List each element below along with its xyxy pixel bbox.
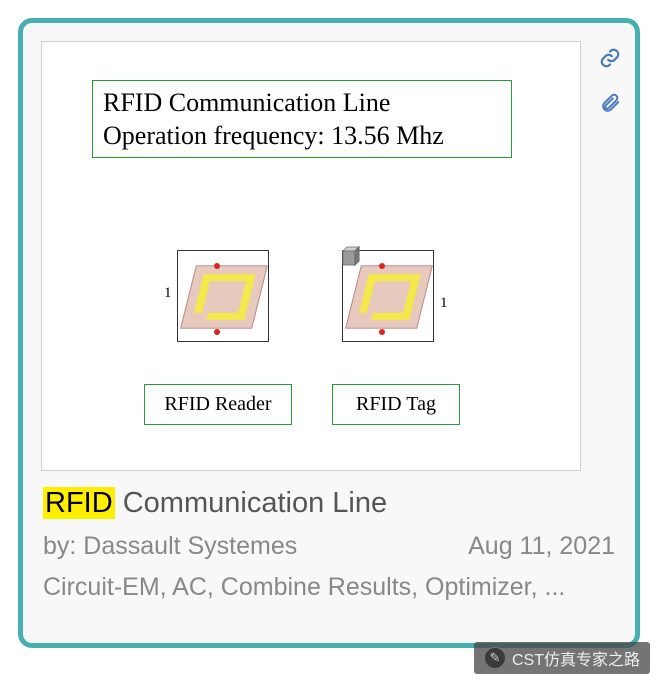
card-tags: Circuit-EM, AC, Combine Results, Optimiz… — [43, 573, 615, 602]
watermark-text: CST仿真专家之路 — [512, 646, 640, 670]
tag-node-bottom — [379, 329, 385, 335]
tag-device — [342, 250, 434, 342]
reader-device — [177, 250, 269, 342]
preview-title-box: RFID Communication Line Operation freque… — [92, 80, 512, 158]
reader-node-bottom — [214, 329, 220, 335]
card-date: Aug 11, 2021 — [468, 532, 615, 561]
tag-node-top — [379, 263, 385, 269]
preview-thumbnail: RFID Communication Line Operation freque… — [41, 41, 581, 471]
paperclip-icon[interactable] — [599, 92, 621, 119]
tag-caption: RFID Tag — [332, 384, 460, 425]
preview-title-line1: RFID Communication Line — [103, 87, 501, 120]
card-title-highlight: RFID — [43, 487, 115, 519]
card-title-rest: Communication Line — [115, 487, 387, 519]
wechat-icon: ✎ — [484, 647, 506, 669]
link-icon[interactable] — [599, 47, 621, 74]
wechat-watermark: ✎ CST仿真专家之路 — [474, 642, 650, 674]
reader-port-label: 1 — [164, 285, 172, 302]
reader-node-top — [214, 263, 220, 269]
example-card[interactable]: RFID Communication Line Operation freque… — [18, 18, 640, 648]
preview-title-line2: Operation frequency: 13.56 Mhz — [103, 120, 501, 153]
reader-caption: RFID Reader — [144, 384, 292, 425]
card-byline: by: Dassault Systemes Aug 11, 2021 — [43, 532, 615, 561]
card-meta: RFID Communication Line by: Dassault Sys… — [43, 487, 615, 602]
card-tools — [599, 47, 621, 119]
card-author: by: Dassault Systemes — [43, 532, 297, 561]
card-title: RFID Communication Line — [43, 487, 615, 520]
tag-port-label: 1 — [440, 295, 448, 312]
